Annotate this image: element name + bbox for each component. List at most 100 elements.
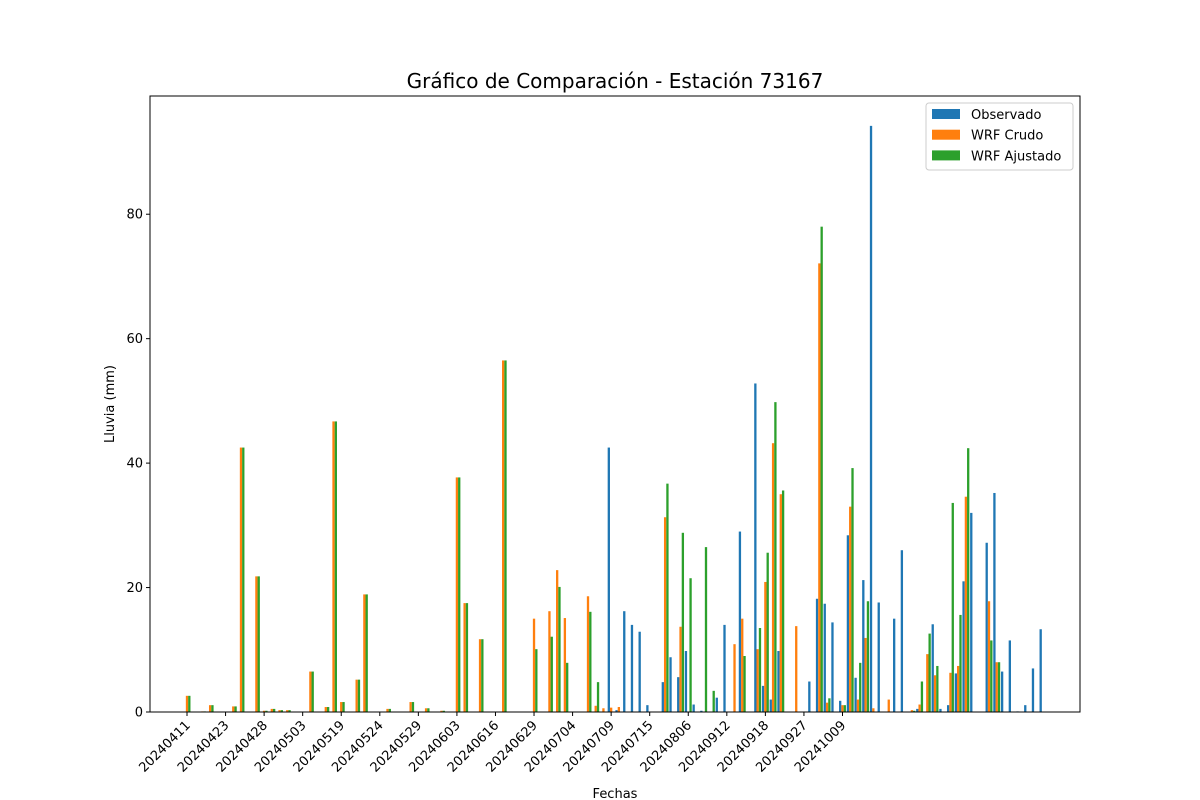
bar-wrf-crudo-77 xyxy=(779,494,782,712)
bar-observado-102 xyxy=(970,512,973,712)
bar-observado-70 xyxy=(723,624,726,712)
bar-wrf-ajustado-12 xyxy=(280,710,284,712)
bar-wrf-crudo-56 xyxy=(617,707,621,712)
y-tick-label: 40 xyxy=(126,457,143,472)
bar-observado-87 xyxy=(854,677,857,712)
bar-wrf-crudo-85 xyxy=(841,705,844,712)
bar-observado-90 xyxy=(877,602,880,712)
bar-observado-63 xyxy=(669,657,672,712)
bar-wrf-ajustado-88 xyxy=(866,601,870,712)
bar-wrf-crudo-38 xyxy=(478,639,482,712)
bar-wrf-crudo-26 xyxy=(386,708,389,712)
bar-wrf-crudo-6 xyxy=(232,706,235,712)
bar-wrf-ajustado-3 xyxy=(211,705,214,712)
bar-wrf-crudo-29 xyxy=(409,702,412,712)
bar-wrf-crudo-104 xyxy=(987,601,991,712)
bar-wrf-crudo-49 xyxy=(563,618,567,712)
bar-wrf-ajustado-62 xyxy=(666,483,669,712)
bar-observado-59 xyxy=(638,631,641,712)
y-axis-label: Lluvia (mm) xyxy=(103,365,118,443)
bar-wrf-ajustado-16 xyxy=(311,671,314,712)
bar-wrf-crudo-22 xyxy=(355,679,358,712)
bar-observado-99 xyxy=(946,705,950,712)
bar-wrf-ajustado-72 xyxy=(743,656,746,712)
bar-wrf-crudo-31 xyxy=(424,708,428,712)
bar-wrf-ajustado-94 xyxy=(913,710,916,712)
bar-wrf-crudo-23 xyxy=(363,594,366,712)
bar-observado-58 xyxy=(630,624,634,712)
bar-wrf-ajustado-104 xyxy=(990,640,993,712)
bars-group xyxy=(185,125,1042,713)
bar-wrf-ajustado-101 xyxy=(967,448,970,712)
bar-wrf-crudo-16 xyxy=(309,671,312,712)
bar-wrf-crudo-0 xyxy=(185,695,189,712)
bar-wrf-crudo-87 xyxy=(856,699,860,712)
bar-wrf-ajustado-38 xyxy=(481,639,484,712)
y-tick-label: 80 xyxy=(126,208,143,223)
bar-wrf-ajustado-76 xyxy=(774,402,777,712)
bar-wrf-ajustado-36 xyxy=(465,603,469,712)
plot-frame xyxy=(149,95,1081,713)
bar-wrf-ajustado-67 xyxy=(704,547,708,712)
bar-wrf-ajustado-52 xyxy=(589,611,592,712)
bar-wrf-crudo-11 xyxy=(270,708,273,712)
bar-wrf-crudo-89 xyxy=(872,708,875,712)
x-axis: 2024041120240423202404282024050320240519… xyxy=(136,712,849,776)
bar-observado-93 xyxy=(900,550,904,712)
bar-observado-111 xyxy=(1039,629,1042,712)
bar-observado-109 xyxy=(1024,705,1027,712)
bar-wrf-crudo-13 xyxy=(286,710,289,712)
bar-observado-88 xyxy=(862,580,865,712)
bar-observado-75 xyxy=(761,685,765,712)
bar-wrf-crudo-10 xyxy=(262,710,266,712)
y-tick-label: 60 xyxy=(126,332,143,347)
bar-wrf-ajustado-41 xyxy=(504,360,507,712)
bar-wrf-ajustado-31 xyxy=(427,708,430,712)
bar-wrf-crudo-64 xyxy=(679,626,682,712)
bar-observado-55 xyxy=(607,447,610,712)
bar-wrf-crudo-45 xyxy=(532,618,536,712)
bar-wrf-ajustado-75 xyxy=(766,552,769,712)
bar-wrf-crudo-91 xyxy=(887,699,890,712)
bar-wrf-ajustado-105 xyxy=(997,662,1001,712)
bar-wrf-crudo-97 xyxy=(933,675,937,712)
bar-wrf-ajustado-95 xyxy=(920,681,924,712)
bar-observado-85 xyxy=(839,700,842,712)
bar-wrf-crudo-9 xyxy=(255,576,258,712)
bar-wrf-ajustado-97 xyxy=(936,665,939,712)
bar-wrf-ajustado-82 xyxy=(820,226,823,713)
bar-wrf-crudo-75 xyxy=(764,581,767,712)
bar-wrf-ajustado-86 xyxy=(851,468,854,712)
bar-wrf-crudo-19 xyxy=(332,421,335,712)
legend-swatch xyxy=(932,109,960,119)
bar-wrf-ajustado-65 xyxy=(689,578,692,712)
bar-observado-107 xyxy=(1008,640,1011,712)
bar-observado-77 xyxy=(777,651,780,712)
bar-observado-74 xyxy=(754,383,757,712)
bar-wrf-ajustado-83 xyxy=(828,698,831,712)
bar-wrf-crudo-71 xyxy=(733,644,736,712)
bar-observado-105 xyxy=(993,492,996,712)
bar-observado-67 xyxy=(700,710,703,712)
legend-swatch xyxy=(932,150,960,161)
bar-wrf-crudo-53 xyxy=(594,705,597,712)
bar-wrf-crudo-79 xyxy=(795,626,798,712)
bar-wrf-crudo-100 xyxy=(957,665,960,712)
bar-wrf-ajustado-48 xyxy=(558,586,561,712)
bar-observado-83 xyxy=(823,603,826,712)
bar-wrf-crudo-12 xyxy=(278,710,281,712)
bar-wrf-ajustado-20 xyxy=(342,702,345,712)
bar-observado-97 xyxy=(931,624,934,712)
bar-observado-82 xyxy=(815,598,819,712)
bar-observado-110 xyxy=(1031,668,1035,712)
legend-frame xyxy=(925,102,1074,171)
bar-wrf-ajustado-100 xyxy=(959,614,962,712)
bar-wrf-crudo-20 xyxy=(340,702,343,712)
bar-observado-89 xyxy=(869,125,873,713)
y-axis: 0 20 40 60 80 xyxy=(126,208,150,721)
bar-wrf-ajustado-6 xyxy=(234,706,237,712)
bar-observado-100 xyxy=(954,673,958,712)
bar-observado-98 xyxy=(939,708,942,712)
